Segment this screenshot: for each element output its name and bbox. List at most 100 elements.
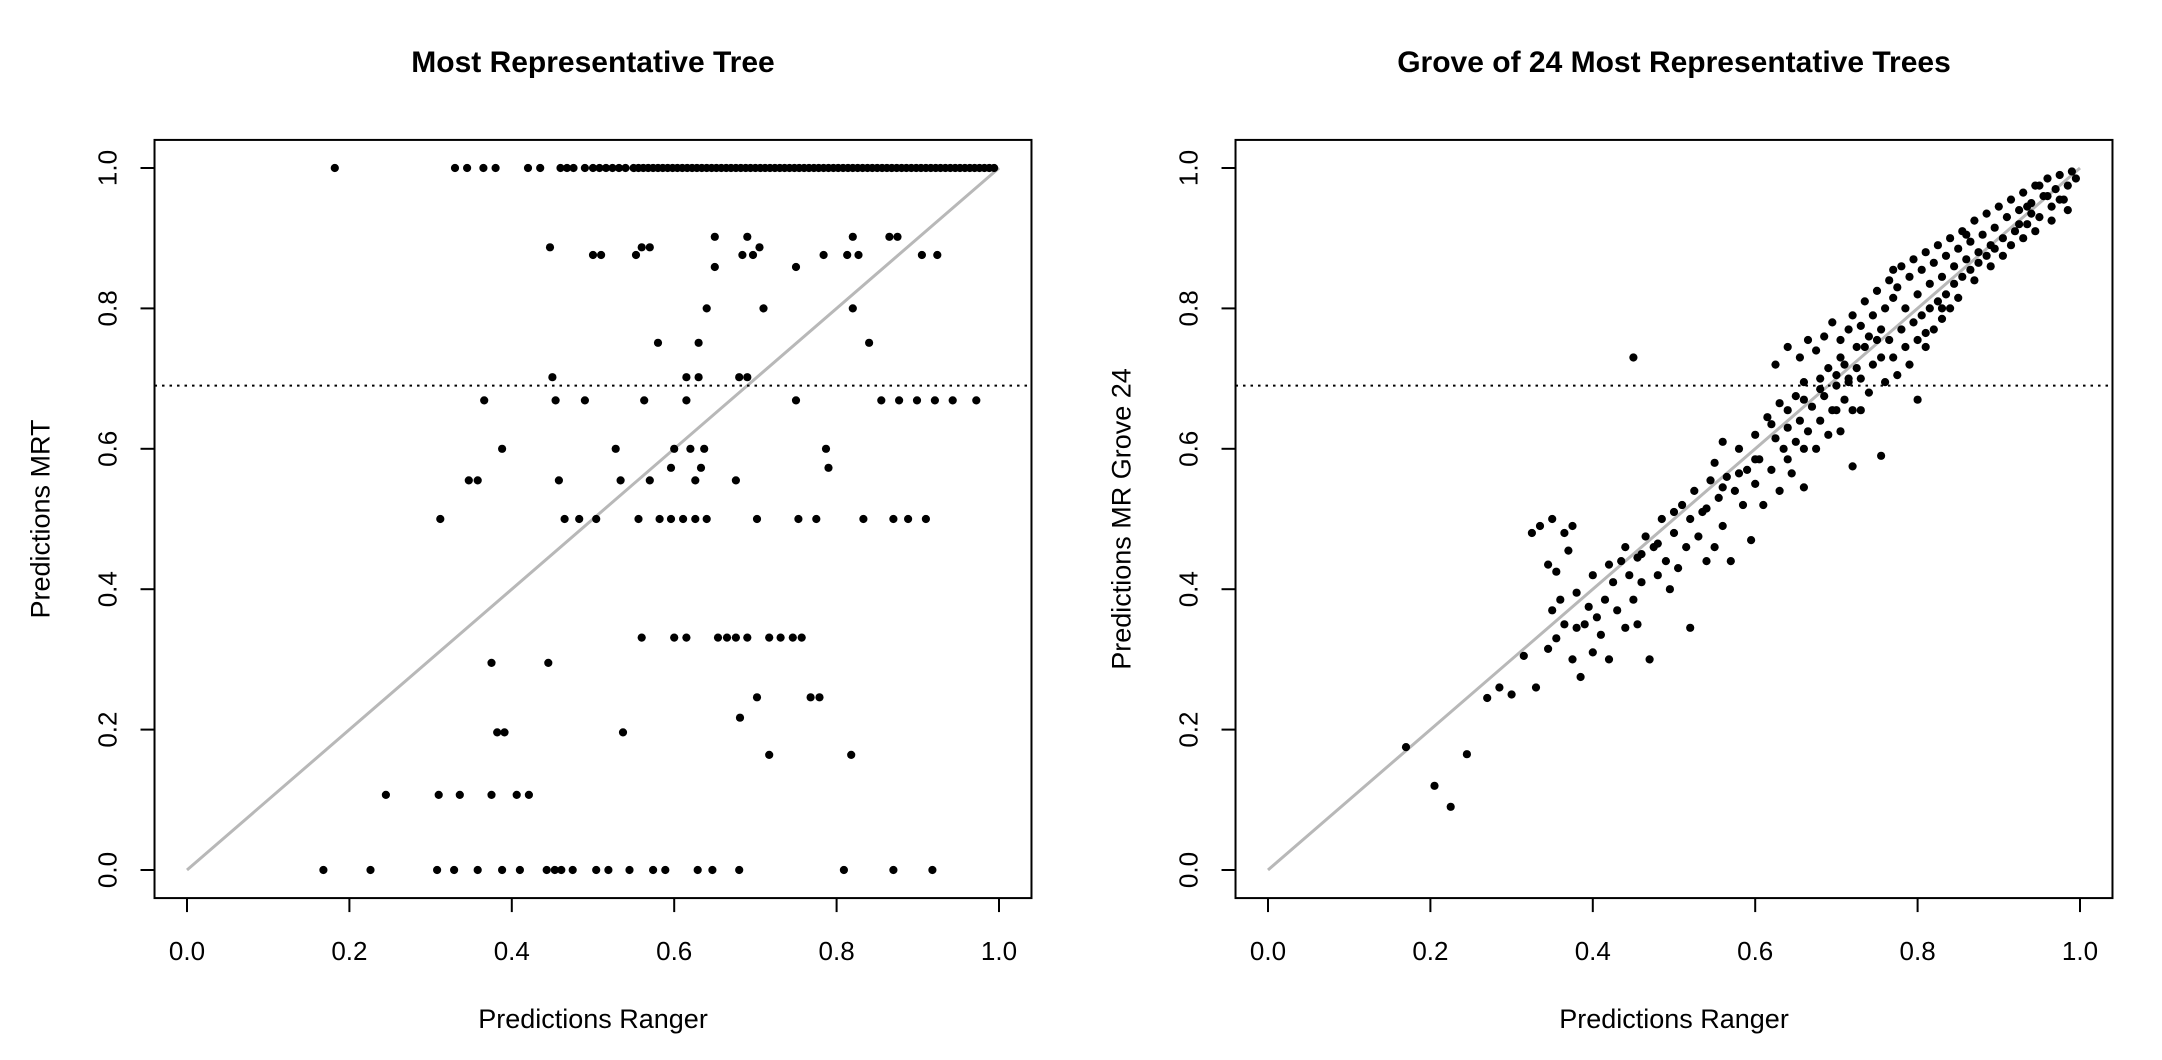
plot-box — [1234, 138, 2114, 900]
data-point — [1495, 683, 1504, 692]
data-point — [1734, 444, 1744, 453]
data-point — [755, 243, 764, 252]
data-point — [1661, 557, 1670, 566]
data-point — [930, 396, 940, 405]
data-point — [702, 514, 711, 524]
data-point — [1686, 514, 1695, 524]
data-point — [2047, 202, 2056, 211]
data-point — [1799, 444, 1808, 453]
data-point — [1783, 342, 1792, 352]
data-point — [1966, 237, 1975, 246]
data-point — [1690, 486, 1699, 495]
data-point — [1718, 521, 1727, 531]
data-point — [1799, 378, 1808, 387]
data-point — [319, 865, 328, 875]
data-point — [544, 658, 553, 668]
x-axis-tick-label: 0.8 — [819, 936, 855, 966]
data-point — [1856, 321, 1865, 330]
data-point — [597, 250, 606, 260]
data-point — [1576, 672, 1585, 682]
data-point — [1645, 655, 1654, 664]
data-point — [551, 396, 560, 405]
data-point — [1783, 423, 1792, 432]
data-point — [1909, 255, 1918, 264]
data-point — [815, 693, 824, 702]
data-point — [433, 865, 442, 875]
x-axis-tick-label: 0.4 — [1575, 936, 1611, 966]
data-point — [1856, 374, 1865, 383]
data-point — [608, 163, 617, 173]
data-point — [1848, 462, 1857, 471]
y-axis-tick-label: 0.2 — [1174, 712, 1204, 748]
data-point — [640, 396, 649, 405]
data-point — [637, 633, 646, 642]
data-point — [1613, 606, 1622, 615]
data-point — [1954, 244, 1963, 253]
data-point — [1637, 550, 1646, 559]
data-point — [550, 865, 559, 875]
data-point — [1990, 223, 1999, 232]
data-point — [752, 514, 762, 524]
data-point — [1925, 304, 1934, 313]
data-point — [1901, 342, 1910, 352]
data-point — [731, 633, 741, 642]
data-point — [735, 865, 744, 875]
data-point — [1751, 479, 1760, 488]
data-point — [700, 444, 709, 453]
data-point — [1921, 248, 1930, 257]
data-point — [1751, 430, 1760, 439]
data-point — [616, 476, 625, 485]
data-point — [710, 262, 719, 272]
data-point — [848, 304, 857, 313]
data-point — [330, 163, 339, 173]
data-point — [498, 444, 507, 453]
data-point — [847, 750, 856, 760]
data-point — [865, 338, 874, 347]
data-point — [556, 163, 565, 173]
x-axis-title: Predictions Ranger — [1559, 1004, 1789, 1034]
data-point — [854, 250, 863, 260]
y-axis-tick-label: 1.0 — [93, 150, 123, 186]
data-point — [1889, 265, 1898, 274]
data-point — [1836, 353, 1845, 362]
data-point — [1560, 620, 1569, 629]
data-point — [1702, 504, 1711, 513]
data-point — [463, 163, 472, 173]
data-point — [1974, 258, 1983, 267]
data-point — [1767, 465, 1776, 474]
data-points — [319, 163, 999, 875]
data-point — [1548, 514, 1557, 524]
data-point — [1885, 276, 1894, 285]
data-point — [1527, 528, 1536, 538]
data-point — [1694, 532, 1703, 541]
data-point — [812, 514, 821, 524]
data-point — [557, 865, 566, 875]
y-axis-tick-label: 0.8 — [1174, 290, 1204, 326]
data-point — [1925, 279, 1934, 288]
data-point — [1795, 416, 1804, 425]
plot-box — [153, 138, 1033, 900]
data-point — [1588, 648, 1597, 657]
data-point — [498, 865, 507, 875]
data-point — [1621, 543, 1630, 552]
data-point — [1544, 560, 1553, 569]
data-point — [1913, 290, 1922, 299]
x-axis-title: Predictions Ranger — [478, 1004, 708, 1034]
data-point — [645, 243, 654, 252]
data-point — [1941, 290, 1951, 299]
x-axis-tick-label: 0.6 — [1737, 936, 1773, 966]
data-point — [1568, 655, 1577, 664]
data-point — [2031, 227, 2040, 236]
data-point — [2023, 220, 2032, 229]
data-point — [621, 163, 630, 173]
data-point — [634, 514, 643, 524]
data-point — [2023, 202, 2032, 211]
data-point — [637, 243, 646, 252]
data-point — [560, 514, 569, 524]
data-point — [1816, 385, 1825, 394]
data-point — [487, 790, 496, 800]
data-point — [1937, 304, 1947, 313]
data-point — [1763, 413, 1772, 422]
data-point — [1929, 325, 1938, 334]
x-axis-tick-label: 0.2 — [331, 936, 367, 966]
